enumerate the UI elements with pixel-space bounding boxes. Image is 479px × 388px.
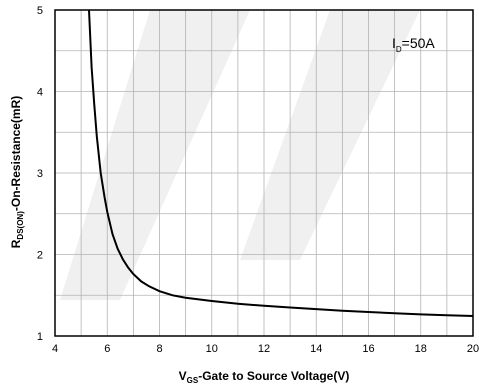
- x-tick-label: 4: [52, 343, 58, 355]
- x-tick-label: 8: [156, 343, 162, 355]
- y-axis-title: RDS(ON)-On-Resistance(mR): [9, 96, 25, 248]
- y-tick-label: 2: [37, 250, 43, 262]
- x-tick-label: 10: [206, 343, 218, 355]
- rdson-curve: [88, 9, 474, 317]
- x-tick-label: 12: [258, 343, 270, 355]
- id-annotation: ID=50A: [392, 35, 435, 54]
- watermark: [60, 10, 420, 300]
- x-tick-label: 20: [467, 343, 479, 355]
- plot-frame: [54, 9, 474, 337]
- x-tick-label: 6: [104, 343, 110, 355]
- x-tick-label: 16: [362, 343, 374, 355]
- x-tick-label: 18: [415, 343, 427, 355]
- x-tick-label: 14: [310, 343, 322, 355]
- y-tick-label: 4: [37, 87, 43, 99]
- y-tick-label: 3: [37, 168, 43, 180]
- y-tick-label: 5: [37, 5, 43, 17]
- x-axis-title: VGS-Gate to Source Voltage(V): [179, 369, 350, 385]
- y-tick-label: 1: [37, 331, 43, 343]
